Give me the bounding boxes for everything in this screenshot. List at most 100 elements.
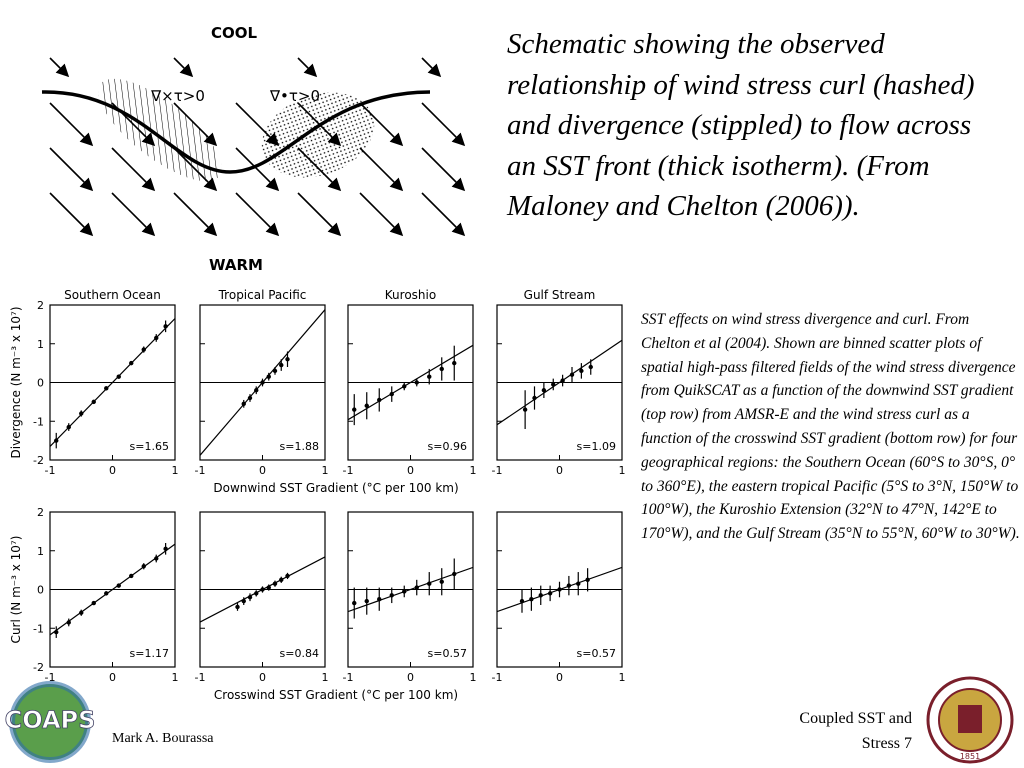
- point: [452, 360, 457, 366]
- point: [364, 403, 369, 408]
- point: [247, 595, 253, 600]
- point: [272, 581, 278, 586]
- x-tick-label: 0: [259, 464, 266, 477]
- x-tick-label: 1: [322, 464, 329, 477]
- point: [569, 372, 575, 377]
- x-tick-label: -1: [343, 464, 354, 477]
- point: [116, 374, 121, 379]
- point: [129, 360, 134, 366]
- y-tick-label: 0: [37, 584, 44, 597]
- x-tick-label: 1: [172, 464, 179, 477]
- point: [154, 556, 159, 561]
- point: [104, 386, 109, 391]
- point: [377, 397, 382, 403]
- x-tick-label: -1: [45, 464, 56, 477]
- description: SST effects on wind stress divergence an…: [641, 311, 1020, 543]
- fit-line: [348, 344, 473, 421]
- point: [519, 598, 525, 604]
- point: [389, 391, 394, 397]
- point: [66, 424, 71, 430]
- fit-line: [348, 566, 473, 613]
- slope-label: s=1.09: [577, 440, 616, 453]
- x-tick-label: 0: [556, 671, 563, 684]
- y-tick-label: 0: [37, 377, 44, 390]
- wind-arrow: [111, 147, 156, 192]
- point: [414, 585, 419, 590]
- point: [129, 573, 134, 579]
- divergence-region: [261, 92, 375, 178]
- point: [66, 620, 71, 625]
- point: [364, 598, 369, 604]
- point: [579, 368, 584, 374]
- point: [254, 591, 259, 596]
- fit-line: [497, 339, 622, 426]
- point: [241, 401, 246, 407]
- point: [566, 583, 572, 588]
- x-axis-label: Crosswind SST Gradient (°C per 100 km): [214, 688, 458, 702]
- wind-arrow: [359, 102, 404, 147]
- slope-label: s=0.57: [577, 647, 616, 660]
- panel: -1 0 1s=0.84: [195, 511, 329, 684]
- point: [352, 407, 357, 412]
- x-tick-label: 0: [407, 464, 414, 477]
- point: [576, 581, 581, 586]
- point: [266, 374, 271, 379]
- region-title: Southern Ocean: [64, 288, 161, 302]
- slope-label: s=1.88: [280, 440, 319, 453]
- y-tick-label: -2: [33, 454, 44, 467]
- wind-arrow: [421, 57, 442, 78]
- y-tick-label: 1: [37, 338, 44, 351]
- y-tick-label: -1: [33, 415, 44, 428]
- y-tick-label: 2: [37, 506, 44, 519]
- point: [272, 368, 278, 374]
- footer-line: Stress 7: [861, 735, 912, 752]
- point: [154, 335, 159, 341]
- wind-arrow: [235, 192, 280, 237]
- point: [522, 407, 528, 412]
- wind-arrow: [235, 147, 280, 192]
- point: [241, 598, 246, 604]
- footer-line: Coupled SST and: [799, 710, 912, 727]
- y-axis-label: Divergence (N m⁻³ x 10⁷): [9, 307, 23, 459]
- region-title: Gulf Stream: [524, 288, 596, 302]
- point: [560, 378, 565, 383]
- wind-arrow: [297, 57, 318, 78]
- x-axis-label: Downwind SST Gradient (°C per 100 km): [213, 481, 458, 495]
- wind-arrow: [297, 102, 342, 147]
- point: [414, 380, 419, 385]
- wind-arrow: [49, 192, 94, 237]
- panel: -1 0 1s=0.57: [343, 511, 477, 684]
- author: Mark A. Bourassa: [112, 731, 214, 746]
- region-title: Tropical Pacific: [218, 288, 307, 302]
- point: [551, 382, 556, 387]
- fit-line: [50, 543, 175, 636]
- x-tick-label: -1: [343, 671, 354, 684]
- point: [163, 546, 168, 552]
- wind-arrow: [49, 102, 94, 147]
- wind-arrow: [111, 102, 156, 147]
- wind-arrow: [111, 192, 156, 237]
- point: [141, 347, 146, 352]
- x-tick-label: 1: [470, 671, 477, 684]
- point: [452, 571, 457, 577]
- fit-line: [50, 318, 175, 447]
- point: [91, 399, 96, 405]
- point: [439, 366, 444, 372]
- wind-arrow: [359, 192, 404, 237]
- point: [427, 581, 432, 586]
- slope-label: s=1.17: [130, 647, 169, 660]
- wind-arrow: [359, 147, 404, 192]
- point: [54, 438, 59, 443]
- curl-region: [98, 78, 222, 182]
- slope-label: s=1.65: [130, 440, 169, 453]
- slope-label: s=0.57: [428, 647, 467, 660]
- schematic: COOL WARM ∇×τ>0 ∇•τ>0: [41, 24, 466, 274]
- point: [116, 583, 121, 588]
- x-tick-label: 0: [259, 671, 266, 684]
- point: [279, 577, 284, 583]
- wind-arrow: [297, 147, 342, 192]
- seal-year: 1851: [960, 752, 980, 761]
